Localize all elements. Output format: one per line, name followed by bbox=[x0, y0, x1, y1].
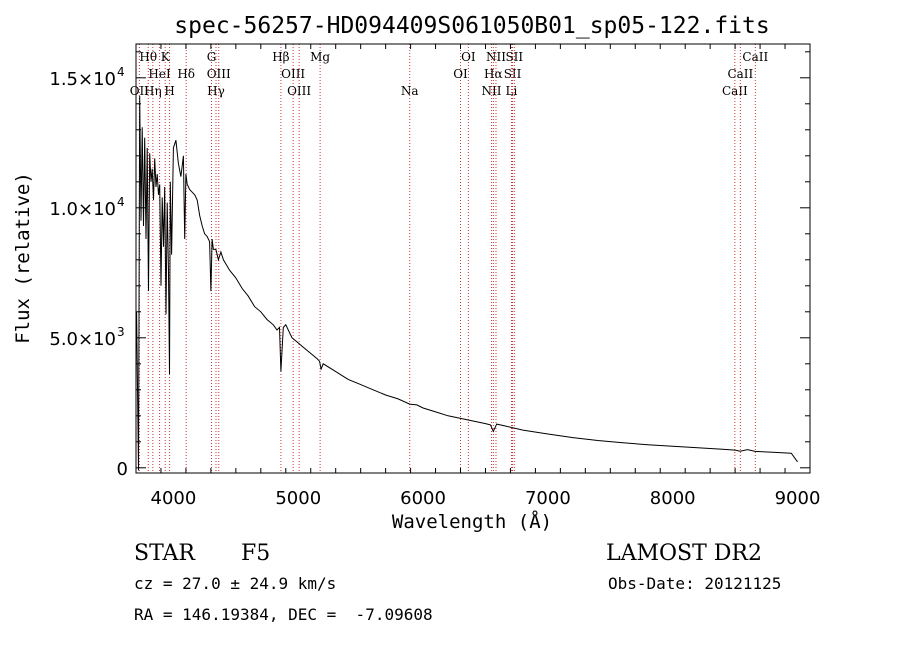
x-tick-label: 7000 bbox=[525, 488, 571, 509]
spectral-line-label: Hδ bbox=[177, 67, 195, 81]
x-tick-label: 6000 bbox=[400, 488, 446, 509]
y-tick-label: 1.0×10 bbox=[49, 199, 116, 220]
spectral-line-label: CaII bbox=[722, 84, 748, 98]
spectral-line-label: NII bbox=[486, 50, 506, 64]
spectral-line-label: Hγ bbox=[207, 84, 225, 98]
spectral-line-label: Hα bbox=[484, 67, 503, 81]
x-tick-label: 8000 bbox=[650, 488, 696, 509]
y-tick-exponent: 4 bbox=[117, 65, 125, 79]
spectral-line-label: SII bbox=[505, 50, 523, 64]
spectral-line-label: Li bbox=[506, 84, 518, 98]
axis-ticks bbox=[135, 44, 811, 473]
y-tick-label: 0 bbox=[117, 459, 128, 480]
spectral-line-label: OIII bbox=[207, 67, 231, 81]
obs-date: Obs-Date: 20121125 bbox=[608, 574, 781, 593]
spectral-line-label: G bbox=[207, 50, 217, 64]
spectral-line-label: OIII bbox=[281, 67, 305, 81]
spectral-line-label: Hη bbox=[144, 84, 162, 98]
x-axis-label: Wavelength (Å) bbox=[392, 510, 552, 533]
spectral-line-label: OI bbox=[461, 50, 476, 64]
spectrum-series-line bbox=[136, 95, 798, 471]
spectral-line-label: Mg bbox=[310, 50, 330, 64]
y-tick-label: 1.5×10 bbox=[49, 69, 116, 90]
survey-name: LAMOST DR2 bbox=[606, 541, 762, 566]
spectral-line-label: OIII bbox=[287, 84, 311, 98]
spectral-subclass: F5 bbox=[241, 541, 270, 566]
coordinates-readout: RA = 146.19384, DEC = -7.09608 bbox=[134, 605, 433, 624]
chart-title: spec-56257-HD094409S061050B01_sp05-122.f… bbox=[174, 13, 769, 39]
spectral-line-label: CaII bbox=[742, 50, 768, 64]
plot-frame bbox=[135, 43, 811, 474]
y-axis-label: Flux (relative) bbox=[12, 172, 34, 344]
x-tick-labels: 4000 5000 6000 7000 8000 9000 bbox=[151, 488, 821, 509]
spectral-line-label: OI bbox=[453, 67, 468, 81]
spectral-line-label: Na bbox=[401, 84, 419, 98]
y-tick-exponent: 3 bbox=[117, 325, 125, 339]
spectral-line-label: SII bbox=[504, 67, 522, 81]
spectral-line-label: Hβ bbox=[272, 50, 289, 64]
spectral-line-label: CaII bbox=[727, 67, 753, 81]
redshift-readout: cz = 27.0 ± 24.9 km/s bbox=[134, 574, 336, 593]
x-tick-label: 4000 bbox=[151, 488, 197, 509]
object-class: STAR bbox=[134, 541, 196, 566]
spectral-line-label: NII bbox=[481, 84, 501, 98]
spectral-line-label: K bbox=[161, 50, 171, 64]
y-tick-exponent: 4 bbox=[117, 195, 125, 209]
x-tick-label: 9000 bbox=[775, 488, 821, 509]
y-tick-label: 5.0×10 bbox=[49, 329, 116, 350]
spectral-line-label: HeI bbox=[148, 67, 171, 81]
spectral-line-label: H bbox=[164, 84, 174, 98]
y-tick-labels: 05.0×10 31.0×10 41.5×10 4 bbox=[49, 65, 128, 480]
x-tick-label: 5000 bbox=[275, 488, 321, 509]
spectral-line-label: OII bbox=[130, 84, 150, 98]
spectral-line-label: Hθ bbox=[139, 50, 157, 64]
